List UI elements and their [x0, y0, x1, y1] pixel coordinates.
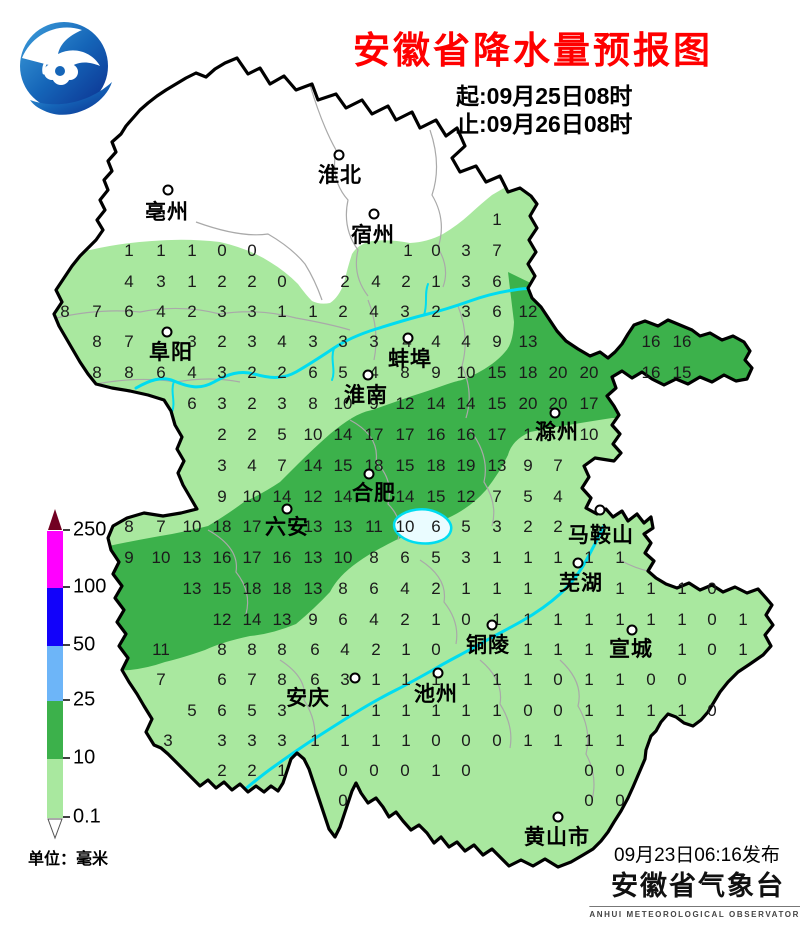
legend-color-segment	[47, 759, 63, 818]
forecast-start-time: 起:09月25日08时	[456, 83, 633, 109]
rain-band-heavy	[54, 272, 773, 674]
unit-label: 单位：毫米	[28, 851, 109, 868]
forecast-end-time: 止:09月26日08时	[456, 111, 633, 137]
province-outline	[52, 56, 775, 869]
legend-bottom-arrow-icon	[47, 818, 63, 840]
chao-lake	[392, 508, 453, 545]
agency-name-en: ANHUI METEOROLOGICAL OBSERVATORY	[589, 910, 800, 919]
legend-color-segment	[47, 588, 63, 646]
rivers	[134, 283, 605, 804]
forecast-period: 起:09月25日08时 止:09月26日08时	[456, 82, 632, 138]
meteorological-agency-logo-icon	[20, 22, 112, 115]
legend-color-segment	[47, 531, 63, 588]
agency-signature: 安徽省气象台 ANHUI METEOROLOGICAL OBSERVATORY	[589, 864, 800, 919]
legend-ticks	[63, 529, 70, 818]
legend-top-arrow-icon	[48, 509, 62, 530]
yangtze-river	[228, 525, 605, 804]
page-title: 安徽省降水量预报图	[353, 30, 713, 71]
issued-time: 09月23日06:16发布	[614, 845, 780, 866]
precip-legend	[47, 508, 63, 840]
legend-color-segment	[47, 646, 63, 701]
agency-name-cn: 安徽省气象台	[589, 864, 800, 907]
legend-color-segment	[47, 701, 63, 759]
